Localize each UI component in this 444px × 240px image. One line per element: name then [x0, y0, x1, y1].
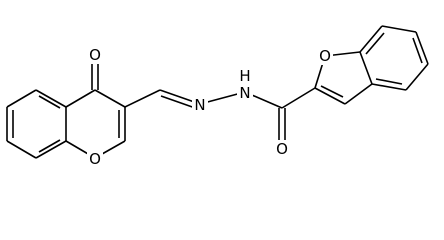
atom-label: N: [239, 84, 250, 102]
atom-label: H: [239, 67, 250, 85]
atom-label: O: [319, 47, 331, 65]
atom-label: O: [89, 150, 101, 168]
atom-label: O: [276, 140, 288, 158]
atom-label: N: [194, 96, 205, 114]
bonds: [6, 25, 429, 159]
atom-labels: O O N N H O O: [87, 46, 333, 168]
page: O O N N H O O (() => { const data = JSON…: [6, 25, 429, 168]
atom-label: O: [89, 46, 101, 64]
molecule: O O N N H O O: [6, 25, 429, 168]
